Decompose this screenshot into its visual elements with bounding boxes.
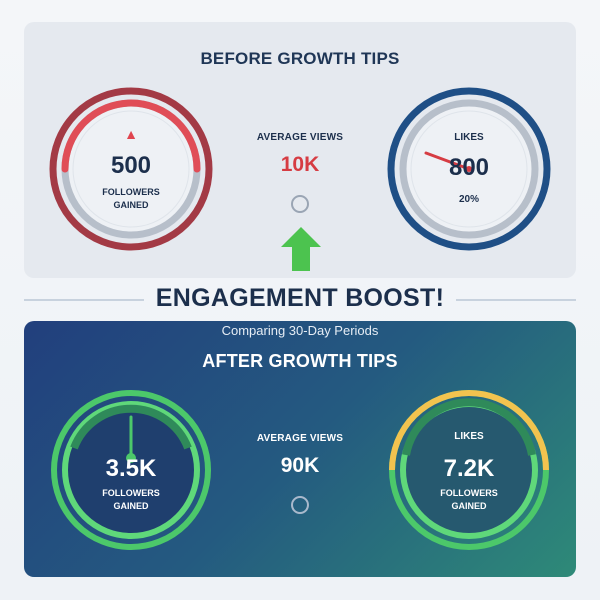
after-views: AVERAGE VIEWS 90K — [250, 433, 350, 514]
before-likes-value: 800 — [448, 154, 490, 181]
after-title: AFTER GROWTH TIPS — [202, 351, 398, 371]
after-likes-label-2: GAINED — [451, 501, 487, 511]
after-views-label: AVERAGE VIEWS — [256, 433, 344, 444]
before-views-radio[interactable] — [291, 195, 309, 213]
headline-divider-right — [456, 299, 576, 301]
headline-divider-left — [24, 299, 144, 301]
before-followers-label-1: FOLLOWERS — [102, 187, 160, 197]
after-followers-label-2: GAINED — [113, 501, 149, 511]
before-panel: BEFORE GROWTH TIPS ▲ 500 FOLLOWERS GAINE… — [24, 22, 576, 278]
after-followers-gauge-ring — [51, 390, 211, 550]
before-views: AVERAGE VIEWS 10K — [250, 132, 350, 213]
before-up-arrow-icon: ▲ — [124, 126, 138, 142]
after-panel: Comparing 30-Day Periods AFTER GROWTH TI… — [24, 321, 576, 577]
before-likes-gauge: LIKES 800 20% — [384, 84, 554, 254]
after-likes-label-1: FOLLOWERS — [440, 488, 498, 498]
big-up-arrow-icon — [281, 227, 321, 271]
after-likes-label: LIKES — [454, 431, 484, 442]
before-followers-label-2: GAINED — [113, 200, 149, 210]
after-views-value: 90K — [280, 454, 320, 477]
after-likes-gauge-ring — [389, 390, 549, 550]
before-likes-needle — [424, 151, 471, 171]
before-followers-gauge: ▲ 500 FOLLOWERS GAINED — [46, 84, 216, 254]
before-likes-gauge-ring — [387, 87, 551, 251]
before-views-value: 10K — [280, 153, 320, 176]
before-likes-label: LIKES — [454, 132, 484, 143]
before-title: BEFORE GROWTH TIPS — [200, 49, 400, 68]
after-views-radio[interactable] — [291, 496, 309, 514]
comparison-subtitle: Comparing 30-Day Periods — [221, 323, 379, 338]
before-views-label: AVERAGE VIEWS — [256, 132, 344, 143]
before-likes-percent: 20% — [458, 194, 479, 205]
before-followers-gauge-ring — [49, 87, 213, 251]
after-followers-label-1: FOLLOWERS — [102, 488, 160, 498]
after-followers-value: 3.5K — [105, 455, 157, 482]
after-followers-gauge: 3.5K FOLLOWERS GAINED — [46, 385, 216, 555]
after-likes-value: 7.2K — [443, 455, 495, 482]
headline-text: ENGAGEMENT BOOST! — [155, 284, 445, 312]
after-likes-gauge: LIKES 7.2K FOLLOWERS GAINED — [384, 385, 554, 555]
before-followers-value: 500 — [110, 152, 152, 179]
headline-banner: ENGAGEMENT BOOST! — [0, 283, 600, 317]
